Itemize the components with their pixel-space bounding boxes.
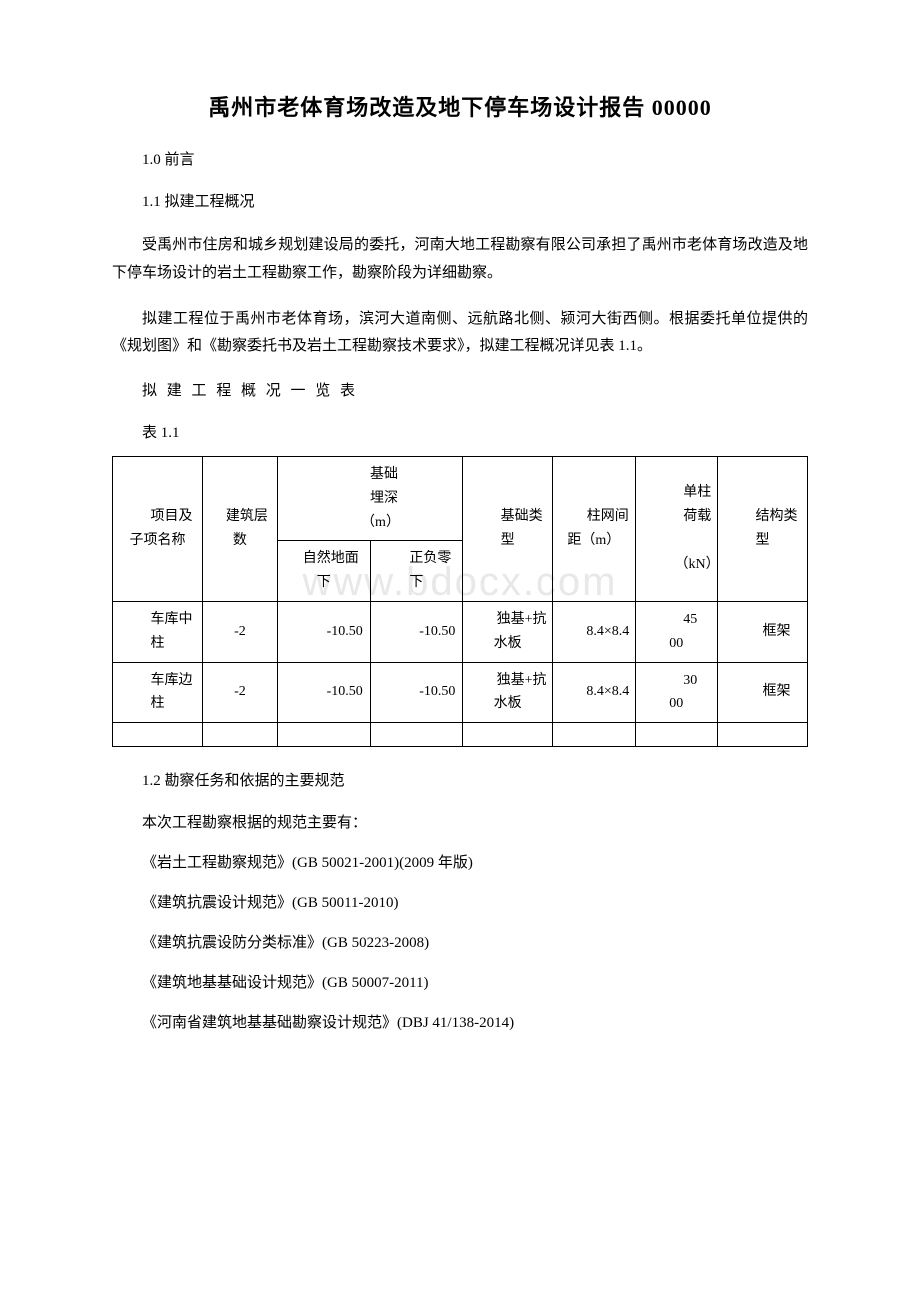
cell-floors: -2 xyxy=(202,601,277,662)
cell-depth1: -10.50 xyxy=(277,601,370,662)
cell-foundation: 独基+抗水板 xyxy=(463,662,553,723)
header-depth-zero: 正负零下 xyxy=(370,541,463,602)
header-project-name: 项目及子项名称 xyxy=(113,457,203,602)
table-title: 拟 建 工 程 概 况 一 览 表 xyxy=(112,379,808,403)
section-1-1: 1.1 拟建工程概况 xyxy=(112,190,808,214)
table-empty-row xyxy=(113,723,808,747)
header-floors: 建筑层数 xyxy=(202,457,277,602)
header-structure: 结构类型 xyxy=(717,457,807,602)
cell-floors: -2 xyxy=(202,662,277,723)
reference-2: 《建筑抗震设计规范》(GB 50011-2010) xyxy=(112,891,808,915)
cell-structure: 框架 xyxy=(717,662,807,723)
cell-depth1: -10.50 xyxy=(277,662,370,723)
paragraph-2: 拟建工程位于禹州市老体育场，滨河大道南侧、远航路北侧、颍河大街西侧。根据委托单位… xyxy=(112,306,808,362)
reference-1: 《岩土工程勘察规范》(GB 50021-2001)(2009 年版) xyxy=(112,851,808,875)
document-content: 禹州市老体育场改造及地下停车场设计报告 00000 1.0 前言 1.1 拟建工… xyxy=(112,90,808,1035)
cell-span: 8.4×8.4 xyxy=(553,662,635,723)
reference-3: 《建筑抗震设防分类标准》(GB 50223-2008) xyxy=(112,931,808,955)
cell-load: 4500 xyxy=(635,601,717,662)
paragraph-3: 本次工程勘察根据的规范主要有： xyxy=(112,811,808,835)
table-row: 车库边柱 -2 -10.50 -10.50 独基+抗水板 8.4×8.4 300… xyxy=(113,662,808,723)
header-foundation: 基础类型 xyxy=(463,457,553,602)
table-header-row: 项目及子项名称 建筑层数 基础 埋深 （m） 基础类型 柱网间距（m） 单柱 荷… xyxy=(113,457,808,541)
project-overview-table: 项目及子项名称 建筑层数 基础 埋深 （m） 基础类型 柱网间距（m） 单柱 荷… xyxy=(112,456,808,747)
cell-foundation: 独基+抗水板 xyxy=(463,601,553,662)
cell-span: 8.4×8.4 xyxy=(553,601,635,662)
cell-depth2: -10.50 xyxy=(370,601,463,662)
table-row: 车库中柱 -2 -10.50 -10.50 独基+抗水板 8.4×8.4 450… xyxy=(113,601,808,662)
section-1-2: 1.2 勘察任务和依据的主要规范 xyxy=(112,769,808,793)
reference-5: 《河南省建筑地基基础勘察设计规范》(DBJ 41/138-2014) xyxy=(112,1011,808,1035)
document-title: 禹州市老体育场改造及地下停车场设计报告 00000 xyxy=(112,90,808,122)
section-1-0: 1.0 前言 xyxy=(112,148,808,172)
header-load: 单柱 荷载 （kN） xyxy=(635,457,717,602)
cell-name: 车库边柱 xyxy=(113,662,203,723)
header-depth-natural: 自然地面下 xyxy=(277,541,370,602)
header-span: 柱网间距（m） xyxy=(553,457,635,602)
reference-4: 《建筑地基基础设计规范》(GB 50007-2011) xyxy=(112,971,808,995)
cell-depth2: -10.50 xyxy=(370,662,463,723)
paragraph-1: 受禹州市住房和城乡规划建设局的委托，河南大地工程勘察有限公司承担了禹州市老体育场… xyxy=(112,232,808,288)
cell-structure: 框架 xyxy=(717,601,807,662)
cell-load: 3000 xyxy=(635,662,717,723)
cell-name: 车库中柱 xyxy=(113,601,203,662)
header-depth: 基础 埋深 （m） xyxy=(277,457,462,541)
table-number: 表 1.1 xyxy=(112,421,808,442)
